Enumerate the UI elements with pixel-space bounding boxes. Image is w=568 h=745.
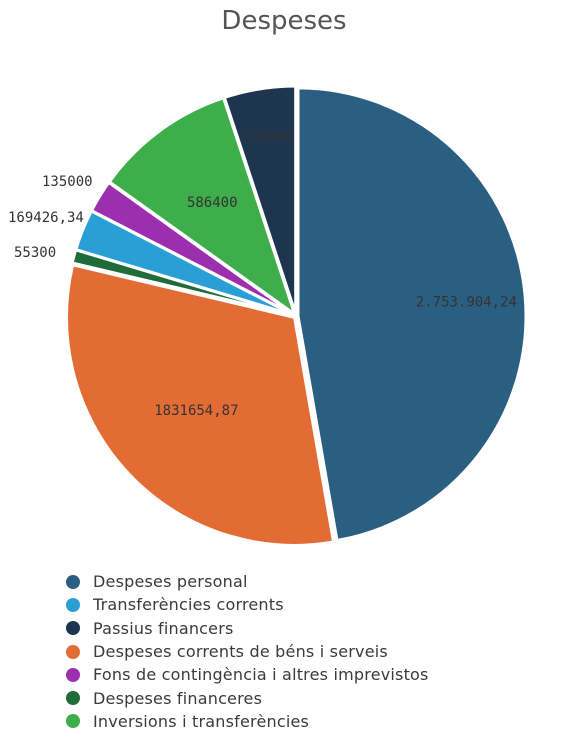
legend-swatch (66, 667, 80, 682)
pie-slices (65, 84, 528, 547)
legend-label: Passius financers (93, 618, 234, 638)
slice-label-inversions-i-transferencies: 586400 (187, 195, 238, 211)
slice-label-despeses-personal: 2.753.904,24 (416, 294, 517, 310)
legend-swatch (66, 621, 80, 636)
slice-label-fons-de-contingencia-i-altres-imprevistos: 135000 (42, 174, 93, 190)
chart-title: Despeses (221, 6, 347, 36)
legend-item-inversions-i-transferencies[interactable]: Inversions i transferències (66, 710, 429, 733)
legend-label: Despeses personal (93, 572, 248, 592)
pie-chart: 2.753.904,24 1831654,87 55300 169426,34 1350… (8, 84, 528, 547)
legend-item-despeses-financeres[interactable]: Despeses financeres (66, 686, 429, 709)
legend-swatch (66, 714, 80, 729)
pie-slice-despeses-personal[interactable] (296, 86, 528, 542)
legend-label: Despeses corrents de béns i serveis (93, 642, 388, 662)
legend-swatch (66, 574, 80, 589)
legend-swatch (66, 691, 80, 706)
legend-label: Fons de contingència i altres imprevisto… (93, 665, 429, 685)
pie-slice-passius-financers[interactable] (222, 84, 298, 316)
pie-slice-inversions-i-transferencies[interactable] (107, 96, 297, 316)
pie-labels: 2.753.904,24 1831654,87 55300 169426,34 1350… (8, 129, 517, 419)
slice-label-despeses-corrents-de-bens-i-serveis: 1831654,87 (154, 403, 238, 419)
slice-label-transferencies-corrents: 169426,34 (8, 210, 84, 226)
slice-label-despeses-financeres: 55300 (14, 245, 56, 261)
pie-slice-despeses-corrents-de-bens-i-serveis[interactable] (65, 263, 336, 547)
legend-swatch (66, 644, 80, 659)
legend-item-fons-de-contingencia-i-altres-imprevistos[interactable]: Fons de contingència i altres imprevisto… (66, 663, 429, 686)
chart-legend: Despeses personal Transferències corrents… (66, 570, 429, 733)
legend-label: Transferències corrents (93, 595, 284, 615)
legend-item-despeses-corrents-de-bens-i-serveis[interactable]: Despeses corrents de béns i serveis (66, 640, 429, 663)
legend-label: Inversions i transferències (93, 711, 310, 731)
legend-swatch (66, 597, 80, 612)
legend-item-passius-financers[interactable]: Passius financers (66, 617, 429, 640)
legend-label: Despeses financeres (93, 688, 263, 708)
slice-label-passius-financers: 295000 (242, 129, 293, 145)
legend-item-transferencies-corrents[interactable]: Transferències corrents (66, 593, 429, 616)
legend-item-despeses-personal[interactable]: Despeses personal (66, 570, 429, 593)
